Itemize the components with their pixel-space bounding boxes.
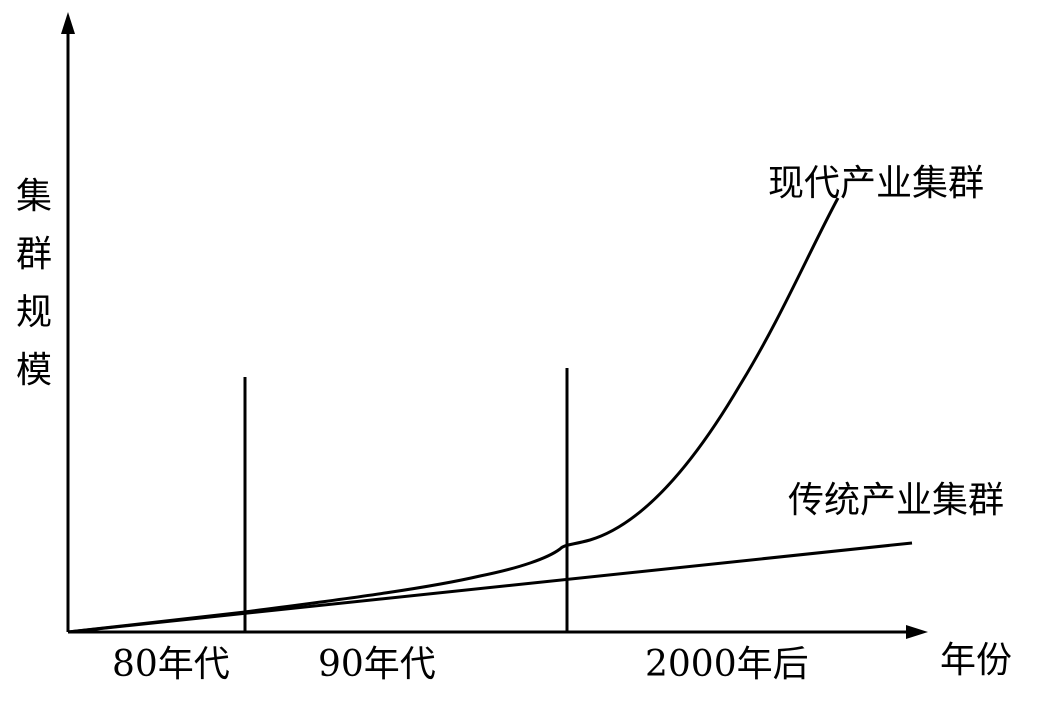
x-axis-arrow — [906, 625, 928, 639]
era-label-90s: 90年代 — [318, 644, 436, 685]
era-label-2000s: 2000年后 — [645, 644, 809, 685]
era-label-80s: 80年代 — [112, 644, 230, 685]
y-axis-label-char: 模 — [15, 350, 52, 391]
y-axis-label-char: 规 — [15, 292, 52, 333]
y-axis-label-char: 集 — [15, 176, 52, 217]
modern-cluster-curve — [67, 197, 840, 634]
x-axis-label: 年份 — [940, 640, 1013, 681]
modern-cluster-label: 现代产业集群 — [768, 163, 985, 204]
y-axis-arrow — [61, 12, 75, 34]
y-axis-label: 集 群 规 模 — [14, 168, 54, 400]
traditional-cluster-label: 传统产业集群 — [788, 480, 1005, 521]
y-axis-label-char: 群 — [15, 234, 52, 275]
